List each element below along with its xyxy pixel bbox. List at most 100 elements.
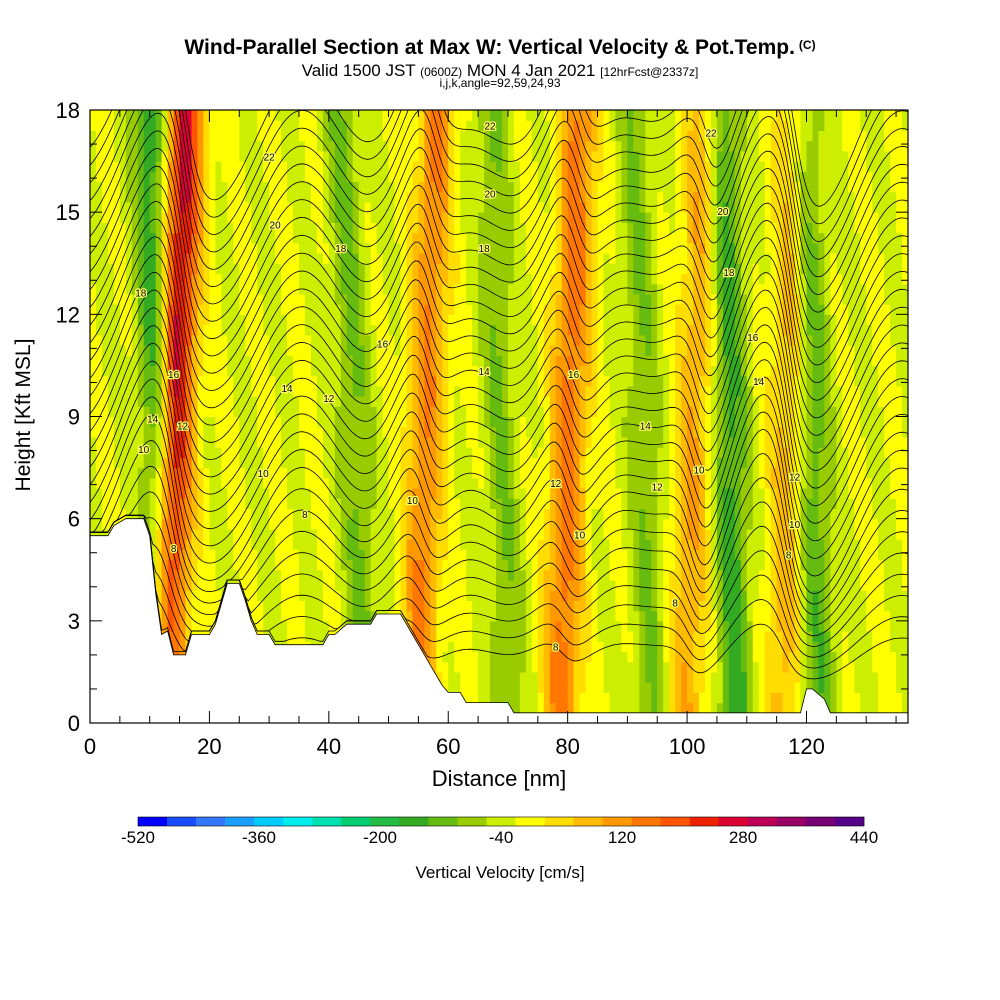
velocity-cell	[818, 641, 825, 653]
velocity-cell	[508, 590, 515, 601]
velocity-cell	[101, 396, 109, 407]
velocity-cell	[155, 580, 163, 591]
velocity-cell	[651, 671, 658, 683]
velocity-cell	[245, 488, 252, 499]
velocity-cell	[675, 692, 682, 704]
velocity-cell	[860, 610, 867, 622]
velocity-cell	[633, 528, 640, 540]
velocity-cell	[734, 631, 742, 642]
velocity-cell	[854, 467, 861, 479]
velocity-cell	[149, 365, 157, 377]
velocity-cell	[639, 375, 646, 387]
velocity-cell	[269, 396, 276, 407]
velocity-cell	[752, 682, 760, 693]
velocity-cell	[221, 426, 228, 438]
velocity-cell	[776, 682, 784, 693]
velocity-cell	[454, 651, 461, 663]
velocity-cell	[370, 580, 378, 591]
velocity-cell	[310, 539, 318, 550]
velocity-cell	[728, 569, 736, 581]
velocity-cell	[454, 590, 461, 601]
velocity-cell	[478, 385, 485, 397]
velocity-cell	[740, 508, 748, 520]
velocity-cell	[424, 518, 431, 530]
velocity-cell	[358, 345, 366, 356]
velocity-cell	[448, 549, 455, 561]
velocity-cell	[466, 641, 473, 653]
velocity-cell	[740, 661, 748, 673]
velocity-cell	[436, 447, 443, 458]
velocity-cell	[663, 620, 670, 632]
velocity-cell	[496, 447, 503, 458]
velocity-cell	[687, 549, 694, 561]
velocity-cell	[424, 569, 431, 581]
velocity-cell	[215, 447, 222, 458]
velocity-cell	[788, 396, 796, 407]
velocity-cell	[549, 385, 557, 397]
velocity-cell	[716, 671, 724, 683]
velocity-cell	[251, 447, 258, 458]
velocity-cell	[513, 477, 521, 489]
velocity-cell	[227, 385, 234, 397]
velocity-cell	[776, 651, 784, 663]
velocity-cell	[472, 355, 479, 366]
velocity-cell	[525, 671, 533, 683]
velocity-cell	[782, 426, 790, 438]
velocity-cell	[848, 600, 855, 612]
velocity-cell	[424, 590, 431, 601]
velocity-cell	[358, 355, 366, 366]
velocity-cell	[693, 549, 700, 561]
velocity-cell	[609, 498, 617, 509]
velocity-cell	[633, 355, 640, 366]
velocity-cell	[711, 498, 718, 509]
velocity-cell	[806, 569, 814, 581]
velocity-cell	[633, 498, 640, 509]
velocity-cell	[472, 447, 479, 458]
velocity-cell	[567, 477, 575, 489]
velocity-cell	[418, 569, 425, 581]
velocity-cell	[651, 600, 658, 612]
velocity-cell	[340, 528, 348, 540]
velocity-cell	[896, 661, 903, 673]
velocity-cell	[310, 610, 318, 622]
velocity-cell	[537, 447, 545, 458]
velocity-cell	[800, 375, 808, 387]
velocity-cell	[639, 641, 646, 653]
velocity-cell	[209, 508, 216, 520]
velocity-cell	[782, 620, 790, 632]
velocity-cell	[770, 580, 778, 591]
velocity-cell	[167, 498, 175, 509]
velocity-cell	[340, 467, 348, 479]
velocity-cell	[603, 406, 611, 418]
velocity-cell	[842, 702, 849, 714]
velocity-cell	[896, 569, 903, 581]
velocity-cell	[603, 539, 611, 550]
velocity-cell	[209, 498, 216, 509]
velocity-cell	[334, 528, 342, 540]
velocity-cell	[281, 620, 288, 632]
velocity-cell	[609, 671, 617, 683]
velocity-cell	[537, 375, 545, 387]
velocity-cell	[657, 518, 664, 530]
velocity-cell	[322, 590, 330, 601]
velocity-cell	[890, 631, 897, 642]
velocity-cell	[107, 436, 115, 448]
velocity-cell	[513, 396, 521, 407]
velocity-cell	[460, 365, 467, 377]
velocity-cell	[705, 590, 712, 601]
velocity-cell	[585, 396, 593, 407]
velocity-cell	[370, 518, 378, 530]
velocity-cell	[101, 447, 109, 458]
velocity-cell	[125, 345, 133, 356]
velocity-cell	[543, 467, 551, 479]
velocity-cell	[860, 406, 867, 418]
velocity-cell	[579, 580, 587, 591]
velocity-cell	[746, 518, 754, 530]
velocity-cell	[287, 569, 294, 581]
velocity-cell	[699, 365, 706, 377]
velocity-cell	[185, 406, 193, 418]
velocity-cell	[478, 580, 485, 591]
velocity-cell	[752, 355, 760, 366]
velocity-cell	[878, 528, 885, 540]
velocity-cell	[508, 631, 515, 642]
